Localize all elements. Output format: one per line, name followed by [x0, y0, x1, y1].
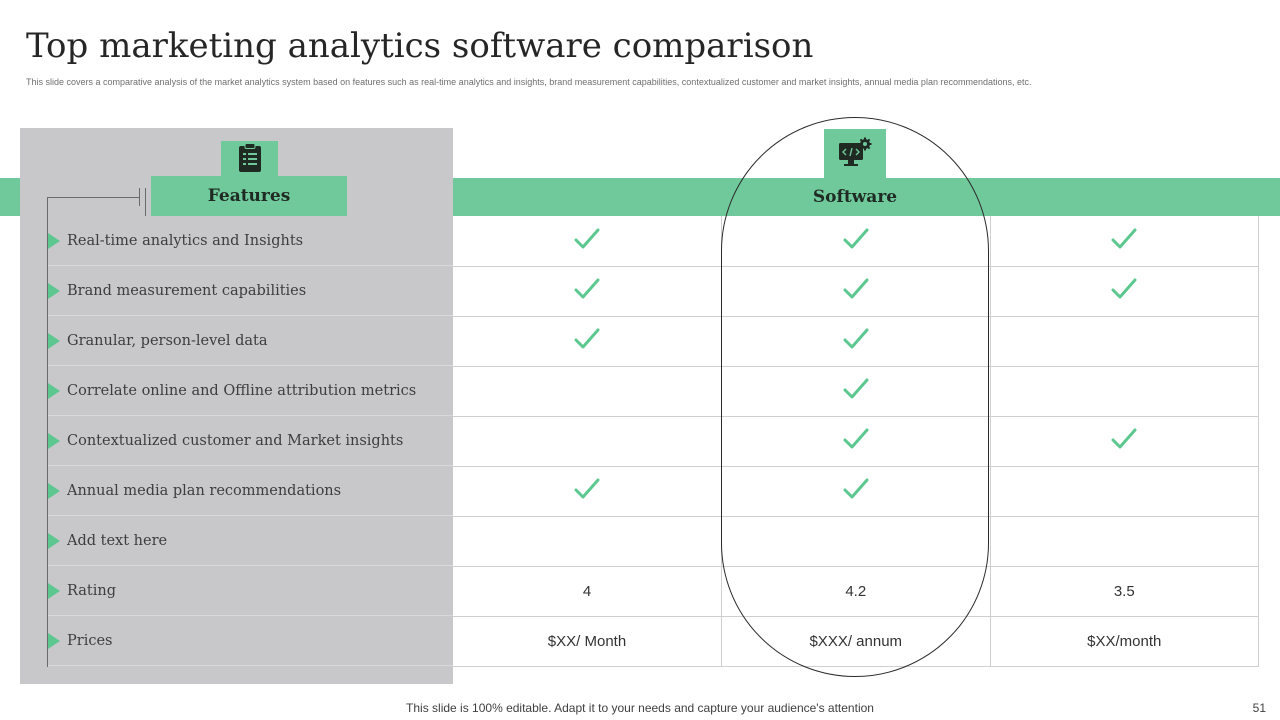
arrow-right-icon: [48, 483, 60, 499]
bracket-line: [47, 197, 48, 667]
checkmark-icon: [1111, 228, 1137, 255]
grid-cell: [453, 466, 722, 517]
features-panel: [20, 128, 453, 684]
feature-row: Correlate online and Offline attribution…: [48, 366, 453, 416]
features-list: Real-time analytics and Insights Brand m…: [48, 216, 453, 666]
feature-label: Brand measurement capabilities: [67, 282, 307, 299]
feature-row: Rating: [48, 566, 453, 616]
grid-cell: [721, 316, 991, 367]
grid-row: [453, 366, 1259, 417]
rating-cell: 3.5: [990, 566, 1259, 617]
feature-row: Add text here: [48, 516, 453, 566]
grid-cell: [453, 266, 722, 317]
checkmark-icon: [574, 328, 600, 355]
price-row: $XX/ Month $XXX/ annum $XX/month: [453, 616, 1259, 667]
rating-cell: 4.2: [721, 566, 991, 617]
grid-cell: [721, 516, 991, 567]
grid-row: [453, 416, 1259, 467]
grid-cell: [453, 366, 722, 417]
feature-row: Brand measurement capabilities: [48, 266, 453, 316]
bracket-tick: [139, 188, 140, 206]
arrow-right-icon: [48, 383, 60, 399]
grid-cell: [721, 416, 991, 467]
arrow-right-icon: [48, 533, 60, 549]
grid-row: [453, 216, 1259, 267]
price-cell: $XX/month: [990, 616, 1259, 667]
checkmark-icon: [843, 278, 869, 305]
grid-cell: [721, 266, 991, 317]
grid-row: [453, 466, 1259, 517]
checkmark-icon: [574, 278, 600, 305]
feature-row: Prices: [48, 616, 453, 666]
arrow-right-icon: [48, 433, 60, 449]
grid-cell: [721, 366, 991, 417]
rating-cell: 4: [453, 566, 722, 617]
feature-label: Real-time analytics and Insights: [67, 232, 304, 249]
slide-subtitle: This slide covers a comparative analysis…: [26, 77, 1032, 87]
feature-label: Prices: [67, 632, 113, 649]
checkmark-icon: [574, 478, 600, 505]
checkmark-icon: [843, 428, 869, 455]
grid-row: [453, 316, 1259, 367]
feature-label: Annual media plan recommendations: [67, 482, 342, 499]
features-icon-box: [221, 141, 278, 179]
grid-cell: [990, 416, 1259, 467]
feature-label: Contextualized customer and Market insig…: [67, 432, 404, 449]
grid-cell: [721, 466, 991, 517]
feature-label: Granular, person-level data: [67, 332, 268, 349]
grid-cell: [990, 366, 1259, 417]
grid-cell: [721, 216, 991, 267]
page-number: 51: [1252, 701, 1266, 715]
grid-row: [453, 516, 1259, 567]
footer-note: This slide is 100% editable. Adapt it to…: [406, 701, 874, 715]
grid-cell: [990, 266, 1259, 317]
grid-cell: [453, 316, 722, 367]
feature-label: Rating: [67, 582, 116, 599]
arrow-right-icon: [48, 583, 60, 599]
clipboard-checklist-icon: [238, 142, 262, 178]
bracket-tick: [145, 188, 146, 216]
price-cell: $XX/ Month: [453, 616, 722, 667]
feature-row: Granular, person-level data: [48, 316, 453, 366]
checkmark-icon: [843, 328, 869, 355]
bracket-line: [47, 197, 139, 198]
checkmark-icon: [843, 478, 869, 505]
feature-label: Correlate online and Offline attribution…: [67, 382, 417, 399]
features-header: Features: [151, 176, 347, 216]
rating-row: 4 4.2 3.5: [453, 566, 1259, 617]
grid-cell: [453, 216, 722, 267]
grid-cell: [990, 216, 1259, 267]
feature-row: Annual media plan recommendations: [48, 466, 453, 516]
checkmark-icon: [843, 378, 869, 405]
checkmark-icon: [1111, 428, 1137, 455]
checkmark-icon: [574, 228, 600, 255]
grid-cell: [990, 466, 1259, 517]
arrow-right-icon: [48, 333, 60, 349]
arrow-right-icon: [48, 283, 60, 299]
feature-row: Contextualized customer and Market insig…: [48, 416, 453, 466]
grid-cell: [453, 416, 722, 467]
software-icon-box: [824, 129, 886, 179]
comparison-grid: 4 4.2 3.5 $XX/ Month $XXX/ annum $XX/month: [453, 216, 1259, 667]
grid-cell: [990, 516, 1259, 567]
slide-title: Top marketing analytics software compari…: [26, 26, 814, 66]
grid-cell: [453, 516, 722, 567]
monitor-code-gear-icon: [838, 137, 872, 172]
feature-label: Add text here: [67, 532, 168, 549]
feature-row: Real-time analytics and Insights: [48, 216, 453, 266]
software-header: Software: [812, 187, 898, 207]
grid-cell: [990, 316, 1259, 367]
grid-row: [453, 266, 1259, 317]
price-cell: $XXX/ annum: [721, 616, 991, 667]
checkmark-icon: [1111, 278, 1137, 305]
arrow-right-icon: [48, 233, 60, 249]
checkmark-icon: [843, 228, 869, 255]
arrow-right-icon: [48, 633, 60, 649]
